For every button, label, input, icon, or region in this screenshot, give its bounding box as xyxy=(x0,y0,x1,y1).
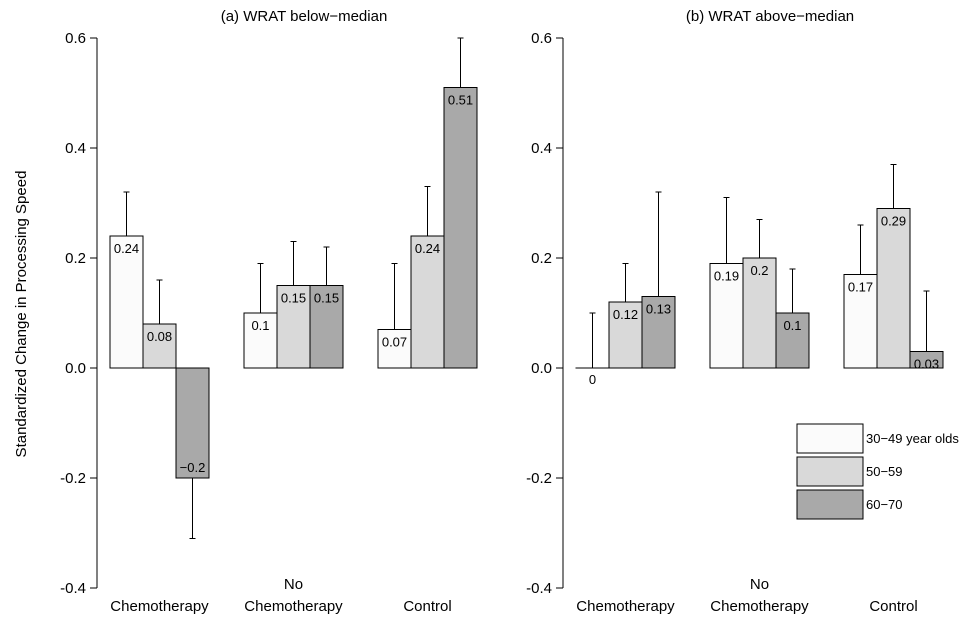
y-tick-label: -0.2 xyxy=(526,470,552,487)
data-label: 0.15 xyxy=(281,291,306,306)
panel-a-title: (a) WRAT below−median xyxy=(221,8,388,25)
bar xyxy=(444,88,477,369)
data-label: 0 xyxy=(589,372,596,387)
y-tick-label: 0.6 xyxy=(65,30,86,47)
category-label: No xyxy=(750,576,769,593)
panel-a: -0.4 -0.2 0.0 0.2 0.4 0.6 0.24 0.08 −0.2 0.1 0.15 0… xyxy=(60,30,477,615)
y-tick-label: -0.4 xyxy=(60,580,86,597)
data-label: 0.08 xyxy=(147,329,172,344)
data-label: 0.07 xyxy=(382,335,407,350)
bar xyxy=(877,209,910,369)
data-label: 0.15 xyxy=(314,291,339,306)
y-tick-label: 0.4 xyxy=(65,140,86,157)
y-tick-label: -0.4 xyxy=(526,580,552,597)
category-label: Control xyxy=(869,598,917,615)
y-tick-label: -0.2 xyxy=(60,470,86,487)
panel-b: -0.4 -0.2 0.0 0.2 0.4 0.6 0 0.12 0.13 0.19 0.2 0.1 0… xyxy=(526,30,943,615)
legend-swatch xyxy=(797,490,863,519)
data-label: 0.29 xyxy=(881,214,906,229)
category-label: Chemotherapy xyxy=(110,598,209,615)
data-label: 0.1 xyxy=(251,318,269,333)
category-label: Chemotherapy xyxy=(576,598,675,615)
y-tick-label: 0.2 xyxy=(531,250,552,267)
y-tick-label: 0.4 xyxy=(531,140,552,157)
category-label: Chemotherapy xyxy=(244,598,343,615)
legend-label: 30−49 year olds xyxy=(866,431,959,446)
y-tick-label: 0.0 xyxy=(531,360,552,377)
legend-swatch xyxy=(797,424,863,453)
data-label: 0.19 xyxy=(714,269,739,284)
category-label: Chemotherapy xyxy=(710,598,809,615)
y-tick-label: 0.0 xyxy=(65,360,86,377)
legend: 30−49 year olds 50−59 60−70 xyxy=(797,424,959,519)
legend-label: 60−70 xyxy=(866,497,903,512)
data-label: 0.24 xyxy=(415,241,440,256)
legend-label: 50−59 xyxy=(866,464,903,479)
data-label: 0.2 xyxy=(750,263,768,278)
data-label: 0.12 xyxy=(613,307,638,322)
y-tick-label: 0.2 xyxy=(65,250,86,267)
y-axis-title-group: Standardized Change in Processing Speed xyxy=(13,171,30,458)
category-label: No xyxy=(284,576,303,593)
data-label: 0.03 xyxy=(914,357,939,372)
data-label: 0.24 xyxy=(114,241,139,256)
data-label: 0.51 xyxy=(448,93,473,108)
panel-b-title: (b) WRAT above−median xyxy=(686,8,854,25)
y-axis-title: Standardized Change in Processing Speed xyxy=(13,171,30,458)
legend-swatch xyxy=(797,457,863,486)
data-label: −0.2 xyxy=(180,460,206,475)
y-tick-label: 0.6 xyxy=(531,30,552,47)
data-label: 0.17 xyxy=(848,280,873,295)
category-label: Control xyxy=(403,598,451,615)
data-label: 0.13 xyxy=(646,302,671,317)
data-label: 0.1 xyxy=(783,318,801,333)
